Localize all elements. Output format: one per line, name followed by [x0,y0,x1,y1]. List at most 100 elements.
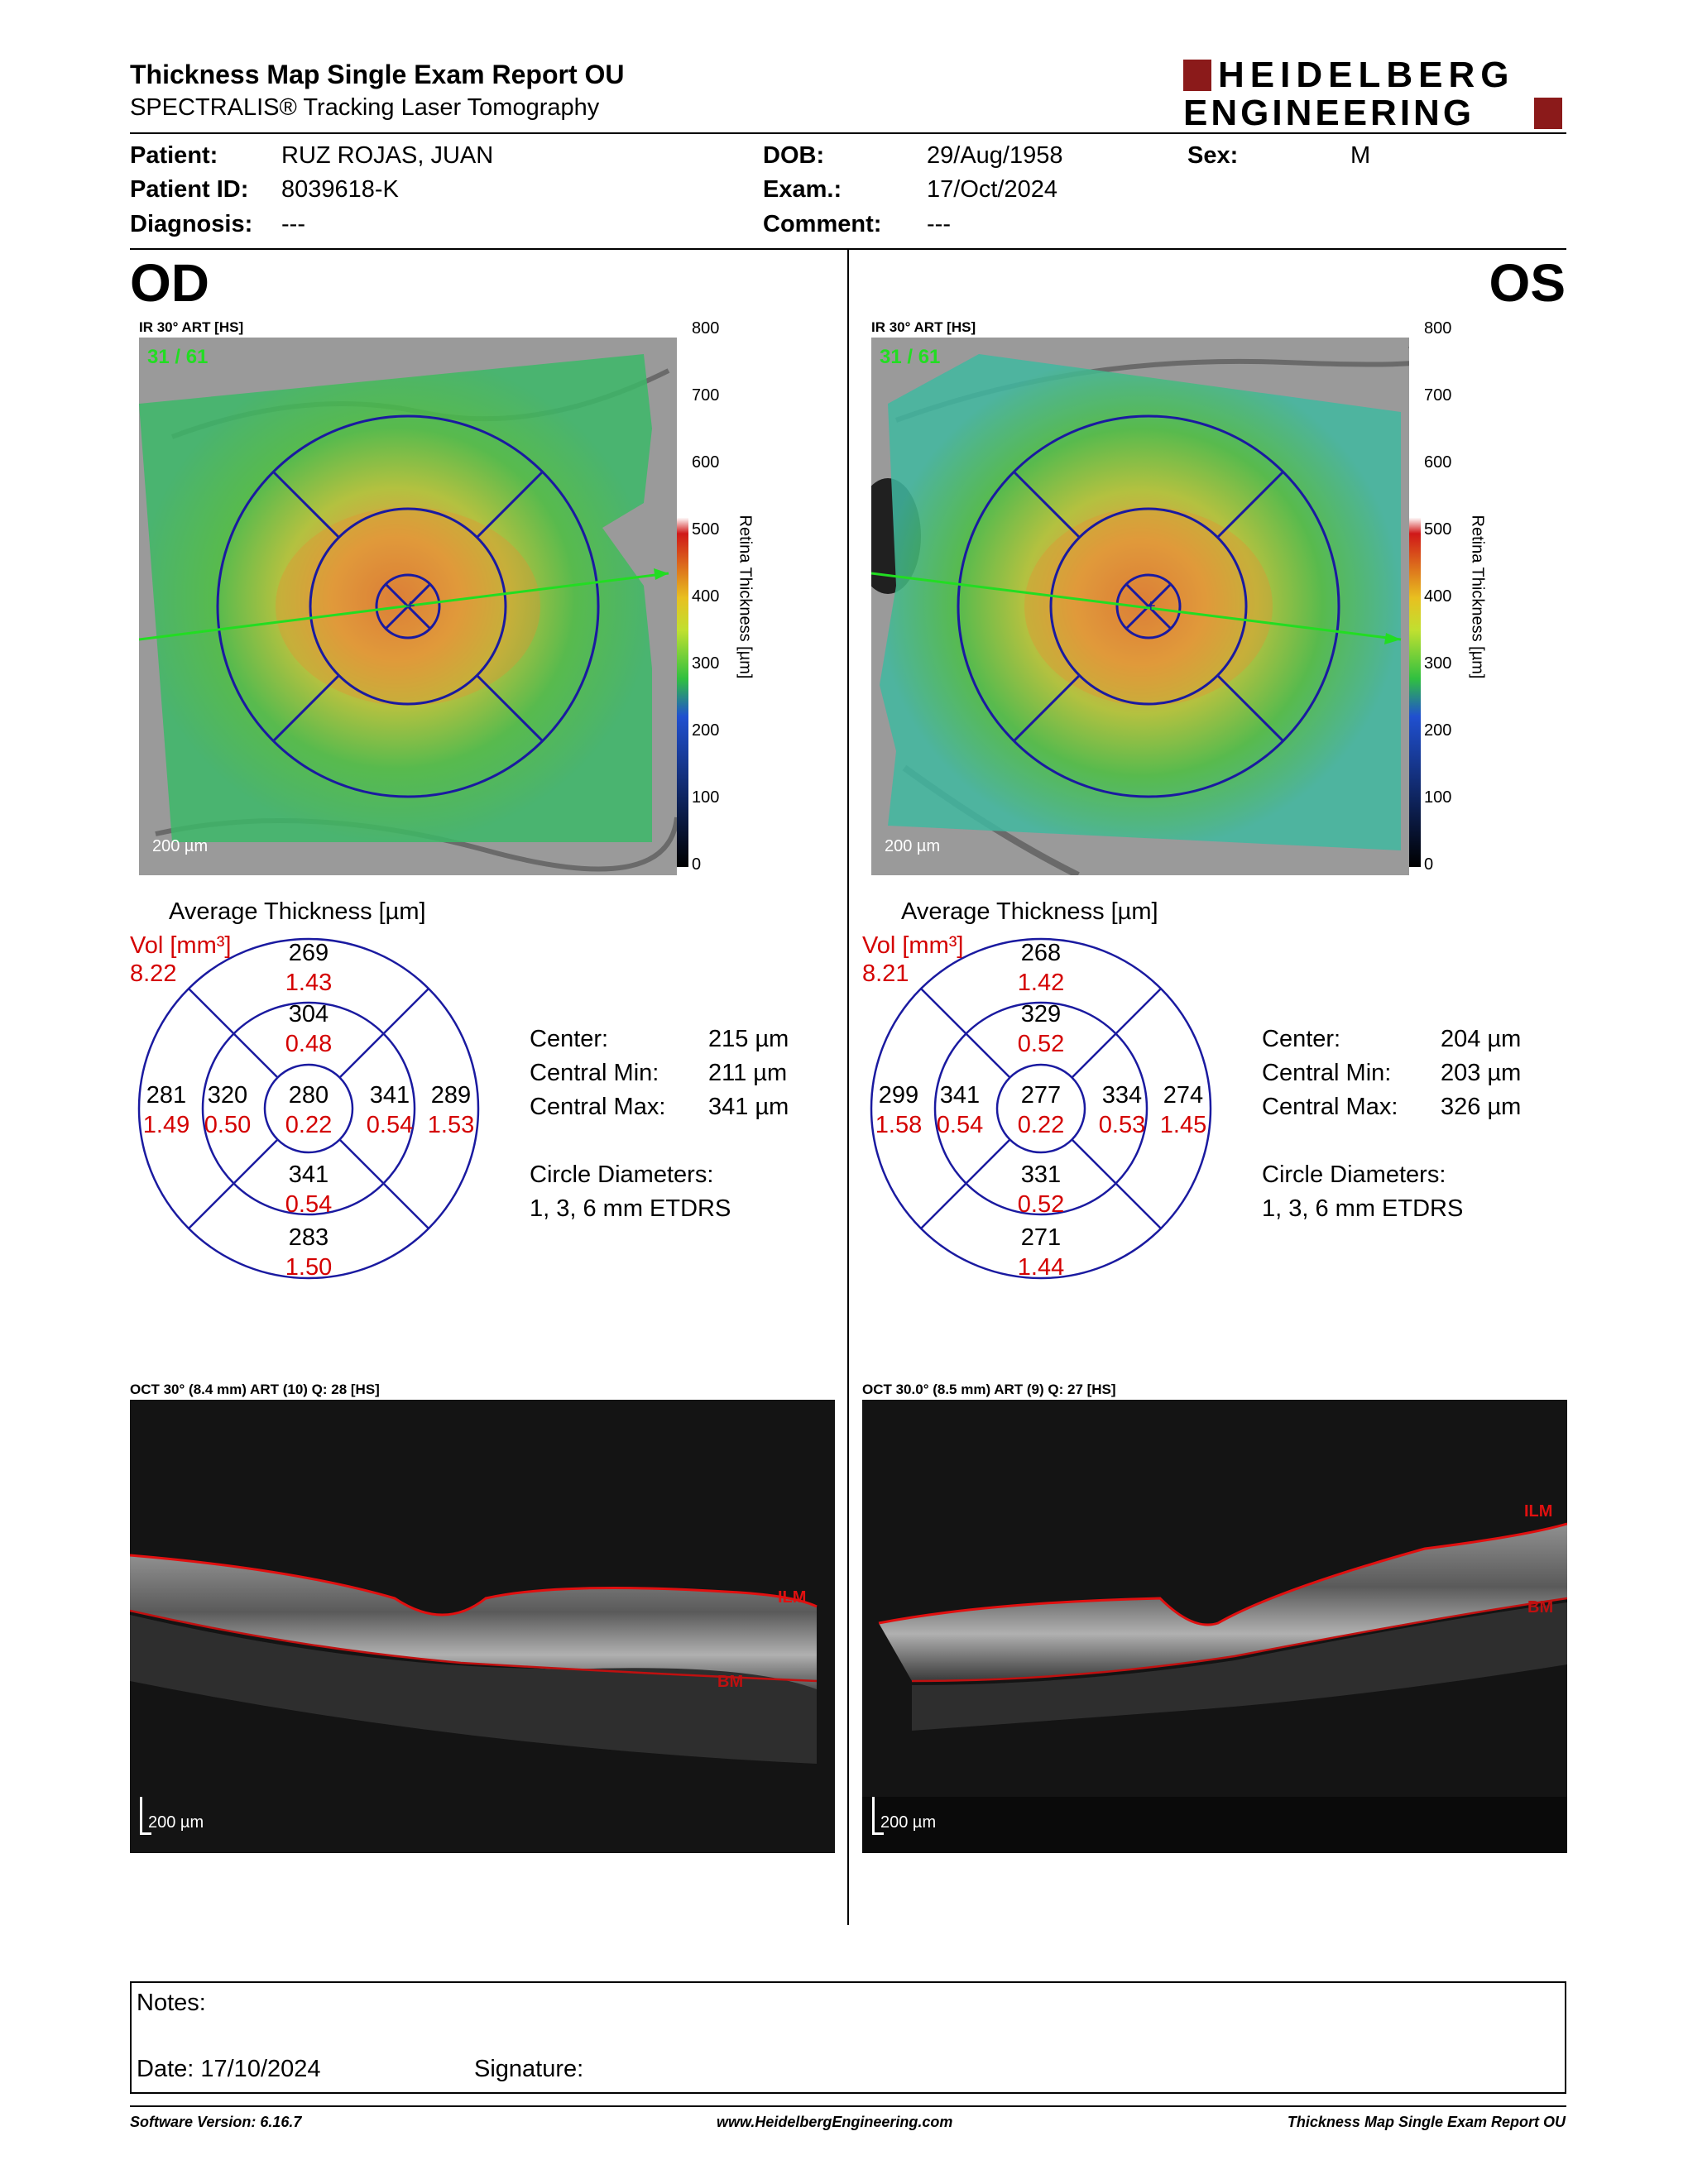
os-avg-title: Average Thickness [µm] [901,898,1158,925]
exam-label: Exam.: [763,176,842,203]
os-bm-label: BM [1527,1598,1554,1616]
os-sector-inner-temporal: 334 0.53 [1098,1082,1146,1138]
patient-id-label: Patient ID: [130,176,249,203]
od-thickness-map: + 31 / 61 200 µm [139,338,677,875]
heidelberg-logo: HEIDELBERG ENGINEERING [1183,55,1564,134]
patient-name: RUZ ROJAS, JUAN [281,142,494,169]
os-sector-inner-superior: 329 0.52 [1017,1001,1065,1057]
os-oct-caption: OCT 30.0° (8.5 mm) ART (9) Q: 27 [HS] [862,1382,1116,1397]
od-frame-counter: 31 / 61 [147,346,209,368]
os-cmax-value: 326 µm [1441,1094,1522,1120]
od-stats-labels: Center: Central Min: Central Max: [530,1023,665,1124]
patient-label: Patient: [130,142,218,169]
od-circle-value: 1, 3, 6 mm ETDRS [530,1195,731,1222]
footer-report-name: Thickness Map Single Exam Report OU [1287,2114,1566,2130]
dob-label: DOB: [763,142,825,169]
diagnosis-label: Diagnosis: [130,211,253,237]
od-avg-title: Average Thickness [µm] [169,898,426,925]
od-colorbar-label: Retina Thickness [µm] [736,515,755,679]
od-sector-outer-inferior: 283 1.50 [285,1224,333,1281]
os-circle-value: 1, 3, 6 mm ETDRS [1262,1195,1464,1222]
website-link[interactable]: www.HeidelbergEngineering.com [717,2114,953,2130]
os-circle-info: Circle Diameters: 1, 3, 6 mm ETDRS [1262,1158,1463,1226]
comment-value: --- [927,211,951,237]
od-cmin-value: 211 µm [708,1060,788,1086]
os-oct-scale: 200 µm [880,1813,937,1832]
os-vol-value: 8.21 [862,960,909,987]
os-vol-label: Vol [mm³] [862,932,964,959]
od-center-value: 215 µm [708,1026,789,1052]
os-stats-values: 204 µm 203 µm 326 µm [1441,1023,1521,1124]
os-thickness-map: + 31 / 61 200 µm [871,338,1409,875]
report-title: Thickness Map Single Exam Report OU [130,60,625,89]
od-sector-inner-superior: 304 0.48 [285,1001,333,1057]
od-sector-outer-temporal: 281 1.49 [142,1082,190,1138]
os-colorbar-label: Retina Thickness [µm] [1468,515,1487,679]
od-oct-caption: OCT 30° (8.4 mm) ART (10) Q: 28 [HS] [130,1382,380,1397]
od-sector-inner-inferior: 341 0.54 [285,1161,333,1218]
od-oct-scalebar [140,1797,142,1835]
software-version: Software Version: 6.16.7 [130,2114,302,2130]
os-sector-inner-nasal: 341 0.54 [936,1082,984,1138]
os-fundus-caption: IR 30° ART [HS] [871,319,976,335]
os-colorbar-ticks: 800 700 600 500 400 300 200 100 0 [1424,319,1452,874]
od-etdrs-grid [137,937,480,1280]
od-bm-label: BM [717,1673,744,1691]
os-stats-labels: Center: Central Min: Central Max: [1262,1023,1398,1124]
os-sector-outer-nasal: 299 1.58 [875,1082,923,1138]
os-circle-label: Circle Diameters: [1262,1161,1446,1188]
os-cmin-value: 203 µm [1441,1060,1522,1086]
od-fundus-scale: 200 µm [152,837,209,855]
os-oct-bscan: ILM BM 200 µm [862,1400,1567,1853]
os-fundus-scale: 200 µm [885,837,941,855]
notes-label: Notes: [137,1990,206,2016]
signature-label: Signature: [474,2056,584,2082]
od-oct-bscan: ILM BM 200 µm [130,1400,835,1853]
os-cmax-label: Central Max: [1262,1094,1398,1120]
date-label: Date: 17/10/2024 [137,2056,321,2082]
od-colorbar [677,329,688,867]
od-eye-label: OD [130,253,209,313]
od-ilm-label: ILM [778,1588,807,1607]
od-cmin-label: Central Min: [530,1060,659,1086]
od-circle-info: Circle Diameters: 1, 3, 6 mm ETDRS [530,1158,731,1226]
od-oct-scale: 200 µm [148,1813,204,1832]
od-sector-inner-temporal: 320 0.50 [204,1082,252,1138]
od-sector-center: 280 0.22 [285,1082,333,1138]
od-sector-inner-nasal: 341 0.54 [366,1082,414,1138]
os-etdrs-grid [870,937,1212,1280]
od-sector-outer-nasal: 289 1.53 [427,1082,475,1138]
od-fundus-caption: IR 30° ART [HS] [139,319,244,335]
diagnosis-value: --- [281,211,305,237]
sex-label: Sex: [1187,142,1239,169]
od-colorbar-ticks: 800 700 600 500 400 300 200 100 0 [692,319,720,874]
os-cmin-label: Central Min: [1262,1060,1392,1086]
od-stats-values: 215 µm 211 µm 341 µm [708,1023,789,1124]
od-center-label: Center: [530,1026,609,1052]
os-sector-outer-inferior: 271 1.44 [1017,1224,1065,1281]
od-cmax-label: Central Max: [530,1094,666,1120]
os-sector-outer-temporal: 274 1.45 [1159,1082,1207,1138]
sex-value: M [1350,142,1371,169]
os-colorbar [1409,329,1421,867]
os-eye-label: OS [1489,253,1566,313]
notes-box: Notes: Date: 17/10/2024 Signature: [130,1981,1566,2094]
od-circle-label: Circle Diameters: [530,1161,714,1188]
comment-label: Comment: [763,211,882,237]
os-ilm-label: ILM [1524,1502,1553,1521]
os-sector-outer-superior: 268 1.42 [1017,940,1065,996]
od-vol-label: Vol [mm³] [130,932,232,959]
os-oct-scalebar [872,1797,875,1835]
od-vol-value: 8.22 [130,960,177,987]
exam-value: 17/Oct/2024 [927,176,1057,203]
os-frame-counter: 31 / 61 [880,346,941,368]
od-vol: Vol [mm³] 8.22 [130,932,231,988]
od-cmax-value: 341 µm [708,1094,789,1120]
svg-text:+: + [1146,597,1156,615]
os-center-label: Center: [1262,1026,1341,1052]
od-sector-outer-superior: 269 1.43 [285,940,333,996]
dob-value: 29/Aug/1958 [927,142,1063,169]
svg-text:+: + [405,597,415,615]
os-sector-center: 277 0.22 [1017,1082,1065,1138]
os-center-value: 204 µm [1441,1026,1522,1052]
